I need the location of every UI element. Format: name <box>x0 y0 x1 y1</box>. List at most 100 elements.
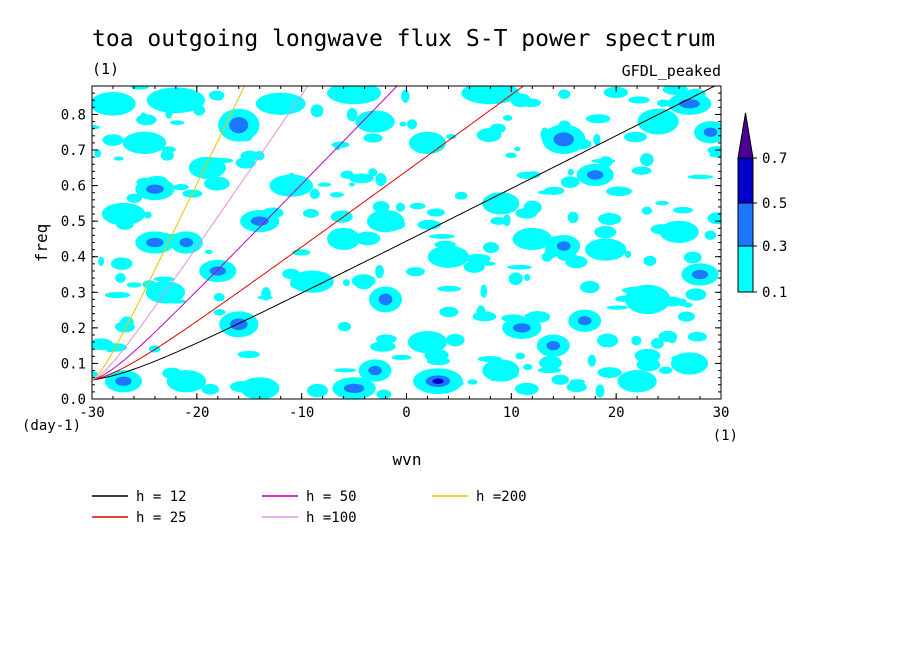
contour-speckle <box>375 173 387 186</box>
contour-speckle <box>310 104 324 118</box>
contour-core-level-1 <box>546 341 561 351</box>
contour-speckle <box>98 256 105 266</box>
colorbar-segment <box>737 245 754 293</box>
y-tick-label: 0.6 <box>61 179 86 195</box>
y-axis-label: freq <box>32 224 51 263</box>
contour-speckle <box>375 264 384 279</box>
contour-speckle <box>490 217 508 225</box>
contour-speckle <box>524 313 543 319</box>
contour-speckle <box>354 231 381 246</box>
contour-speckle <box>587 354 596 367</box>
contour-speckle <box>370 341 396 352</box>
contour-speckle <box>235 157 256 169</box>
y-tick-label: 0.2 <box>61 321 86 337</box>
chart-subtitle-left: (1) <box>92 60 119 78</box>
contour-speckle <box>329 192 344 198</box>
contour-speckle <box>454 191 468 200</box>
contour-speckle <box>237 350 260 359</box>
contour-speckle <box>110 257 133 270</box>
x-tick-label: 0 <box>402 405 410 421</box>
contour-speckle <box>650 337 664 349</box>
contour-core-level-1 <box>556 241 571 251</box>
contour-speckle <box>507 264 532 270</box>
contour-core-level-1 <box>577 316 592 326</box>
contour-speckle <box>317 182 332 187</box>
x-axis-label: wvn <box>393 450 422 469</box>
contour-speckle <box>376 389 392 399</box>
contour-patch <box>407 330 448 354</box>
contour-patch <box>670 352 709 375</box>
contour-speckle <box>337 321 352 332</box>
contour-core-level-1 <box>512 323 531 333</box>
y-tick-label: 0.8 <box>61 107 86 123</box>
contour-speckle <box>368 168 378 177</box>
contour-speckle <box>115 273 126 283</box>
contour-speckle <box>401 89 410 103</box>
contour-core-level-1 <box>146 184 164 194</box>
contour-speckle <box>467 379 478 385</box>
contour-speckle <box>426 208 445 217</box>
contour-speckle <box>640 153 654 167</box>
legend: h = 12 h = 25 h = 50 h =100 h =200 <box>92 489 527 526</box>
contour-patch <box>166 370 206 393</box>
y-tick-label: 0.3 <box>61 285 86 301</box>
contour-speckle <box>687 331 707 342</box>
contour-speckle <box>307 383 328 398</box>
contour-speckle <box>565 255 588 269</box>
contour-core-level-1 <box>229 117 249 134</box>
contour-speckle <box>173 183 189 191</box>
colorbar-segment <box>737 202 754 247</box>
contour-speckle <box>391 354 412 360</box>
contour-core-level-1 <box>146 237 164 248</box>
contour-speckle <box>505 152 517 159</box>
contour-speckle <box>658 366 673 374</box>
x-axis: -30 -20 -10 0 10 20 30 <box>79 86 729 421</box>
contour-speckle <box>351 274 376 288</box>
contour-patch <box>659 220 699 243</box>
contour-speckle <box>623 131 647 143</box>
contour-speckle <box>704 230 717 240</box>
contour-speckle <box>595 384 605 398</box>
colorbar-segment <box>737 157 754 204</box>
contour-speckle <box>707 212 721 225</box>
contour-speckle <box>634 348 661 363</box>
curve-h50 <box>92 86 398 381</box>
chart-title: toa outgoing longwave flux S-T power spe… <box>92 26 715 52</box>
contour-patch <box>408 131 447 155</box>
y-tick-label: 0.0 <box>61 392 86 408</box>
contour-patch <box>146 87 205 114</box>
contour-speckle <box>214 91 224 101</box>
contour-speckle <box>342 279 350 287</box>
contour-patch <box>188 156 226 179</box>
y-unit-label: (day-1) <box>22 418 81 434</box>
curve-h12 <box>92 86 716 381</box>
contour-core-level-1 <box>368 365 382 376</box>
contour-speckle <box>463 261 485 273</box>
colorbar-label: 0.5 <box>762 196 787 212</box>
contour-speckle <box>551 374 569 385</box>
contour-core-level-1 <box>343 383 365 393</box>
contour-speckle <box>523 363 533 371</box>
contour-patch <box>255 92 306 115</box>
contour-patch <box>269 174 313 197</box>
contour-speckle <box>372 201 390 213</box>
contour-core-level-1 <box>703 127 718 137</box>
contour-speckle <box>446 133 457 140</box>
contour-speckle <box>204 176 230 191</box>
contour-speckle <box>525 171 541 179</box>
contour-speckle <box>683 251 702 264</box>
contour-core-level-1 <box>115 376 132 386</box>
contour-speckle <box>515 382 539 396</box>
y-tick-label: 0.1 <box>61 356 86 372</box>
contour-speckle <box>334 368 357 373</box>
contour-speckle <box>480 261 496 266</box>
legend-entry: h = 12 <box>136 489 187 505</box>
contour-speckle <box>597 367 622 378</box>
contour-patch <box>461 86 520 105</box>
legend-entry: h =100 <box>306 510 357 526</box>
contour-speckle <box>591 158 616 164</box>
x-tick-label: 30 <box>713 405 730 421</box>
contour-speckle <box>363 133 383 143</box>
contour-speckle <box>428 234 455 239</box>
